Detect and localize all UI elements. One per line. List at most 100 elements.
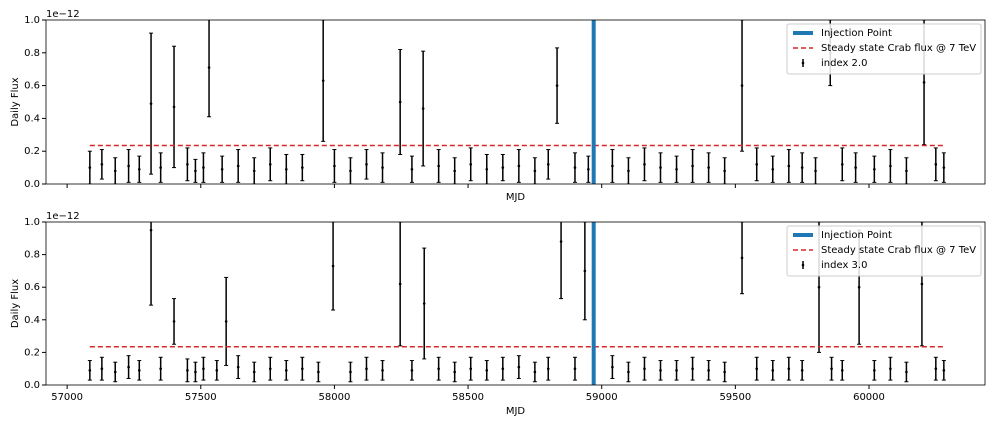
- point: [469, 163, 473, 166]
- panel: 0.0 0.2 0.4 0.6 0.8 1.0 57000 57500 58000 58500 59…: [10, 211, 986, 417]
- error-bar: [158, 356, 163, 381]
- point: [398, 100, 402, 104]
- error-bar: [185, 358, 190, 383]
- point: [501, 367, 505, 371]
- point: [186, 369, 189, 372]
- error-bar: [126, 355, 131, 379]
- error-bar: [872, 360, 877, 381]
- error-bar: [642, 147, 647, 182]
- x-tick-label: 58500: [452, 392, 484, 403]
- point: [437, 367, 440, 371]
- error-bar: [484, 153, 489, 184]
- point: [546, 163, 550, 166]
- point: [555, 84, 559, 87]
- error-bar: [284, 360, 289, 381]
- point: [840, 163, 844, 166]
- point: [573, 166, 577, 169]
- error-bar: [321, 20, 326, 142]
- x-axis-label: MJD: [506, 192, 526, 203]
- error-bar: [690, 149, 695, 183]
- legend-label: Injection Point: [821, 230, 892, 241]
- legend: Injection Point Steady state Crab flux @ …: [786, 23, 982, 75]
- point: [942, 166, 946, 169]
- point: [252, 169, 256, 173]
- y-tick-label: 0.4: [24, 315, 40, 326]
- point: [771, 369, 775, 372]
- error-bar: [409, 360, 414, 381]
- error-bar: [572, 152, 577, 183]
- point: [501, 166, 505, 169]
- error-bar: [158, 152, 163, 183]
- error-bar: [800, 360, 805, 381]
- point: [236, 365, 240, 369]
- error-bar: [740, 222, 745, 295]
- legend-label: index 3.0: [821, 260, 867, 271]
- point: [740, 256, 744, 260]
- error-bar: [113, 361, 118, 383]
- error-bar: [300, 153, 305, 182]
- point: [349, 370, 352, 374]
- error-bar: [468, 147, 473, 182]
- error-bar: [786, 149, 791, 183]
- point: [485, 369, 489, 372]
- point: [113, 370, 117, 374]
- error-bar: [500, 356, 505, 381]
- error-bar: [252, 361, 257, 383]
- y-offset-text: 1e−12: [46, 9, 80, 20]
- point: [453, 370, 456, 374]
- point: [137, 167, 141, 171]
- point: [857, 285, 861, 289]
- legend-box: [786, 225, 982, 277]
- error-bar: [268, 356, 273, 381]
- error-bar: [674, 360, 679, 381]
- point: [149, 228, 153, 232]
- panel: 0.0 0.2 0.4 0.6 0.8 1.0 MJD Daily Flux 1e−12 Inje…: [10, 9, 986, 203]
- point: [643, 163, 646, 166]
- error-bar: [800, 152, 805, 183]
- point: [922, 81, 926, 84]
- y-offset-text: 1e−12: [46, 211, 80, 222]
- error-bar: [300, 356, 305, 381]
- error-bar: [252, 157, 257, 184]
- error-bar: [409, 155, 414, 183]
- error-bar: [201, 152, 206, 183]
- error-bar: [364, 149, 369, 180]
- point: [220, 167, 224, 171]
- error-bar: [516, 355, 521, 379]
- error-bar: [484, 360, 489, 381]
- point: [787, 164, 791, 168]
- point: [814, 169, 817, 173]
- error-bar: [149, 222, 154, 306]
- point: [934, 163, 938, 166]
- point: [920, 282, 924, 286]
- error-bar: [87, 360, 92, 381]
- y-tick-label: 0.6: [24, 282, 40, 293]
- point: [159, 367, 162, 371]
- error-bar: [380, 152, 385, 183]
- error-bar: [904, 361, 909, 383]
- legend-swatch: [801, 263, 805, 267]
- point: [559, 240, 563, 243]
- point: [787, 367, 791, 371]
- error-bar: [770, 360, 775, 381]
- point: [100, 367, 104, 371]
- point: [659, 166, 662, 169]
- x-tick-label: 59500: [719, 392, 751, 403]
- point: [691, 164, 694, 168]
- point: [889, 164, 892, 168]
- error-bar: [610, 149, 615, 183]
- legend-swatch: [801, 61, 805, 65]
- point: [905, 169, 908, 173]
- axes-frame: [45, 221, 986, 386]
- y-tick-label: 0.0: [24, 380, 40, 391]
- point: [301, 367, 304, 371]
- point: [268, 367, 272, 371]
- error-bar: [398, 222, 403, 347]
- point: [365, 163, 368, 166]
- point: [381, 369, 384, 372]
- point: [398, 282, 402, 286]
- y-tick-label: 0.6: [24, 81, 40, 92]
- point: [800, 369, 804, 372]
- error-bar: [87, 150, 92, 184]
